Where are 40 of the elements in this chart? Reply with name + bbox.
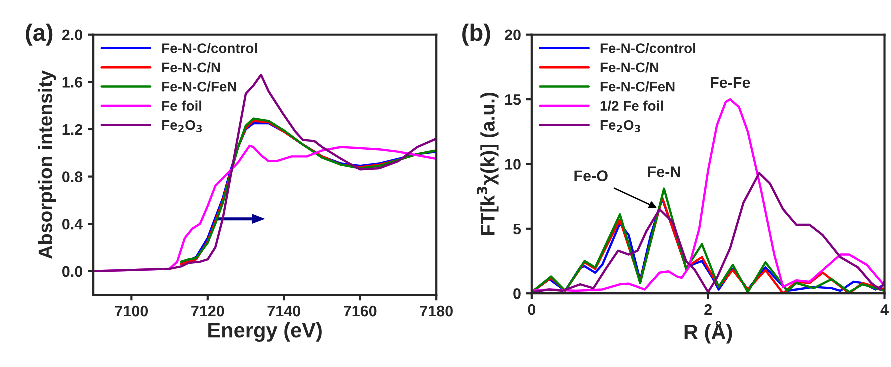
legend-label: Fe$_{2}$O$_{3}$ (600, 120, 640, 132)
x-axis-title: Energy (eV) (208, 322, 322, 342)
line-series (532, 98, 885, 292)
legend-label: Fe-N-C/FeN (600, 82, 675, 92)
x-tick-label: 0 (528, 304, 536, 316)
x-tick-label: 7140 (268, 306, 300, 317)
y-tick-label: 1.2 (62, 124, 83, 136)
y-tick-label: 0.4 (62, 218, 84, 230)
legend-label: Fe-N-C/N (600, 62, 658, 73)
annotation: Fe-Fe (711, 78, 750, 88)
x-tick-label: 7100 (115, 306, 148, 317)
y-tick-label: 10 (505, 159, 521, 170)
line-series (94, 74, 437, 273)
y-tick-label: 5 (513, 224, 522, 235)
legend-label: Fe foil (162, 100, 202, 111)
y-tick-label: 15 (505, 94, 522, 106)
annotation: Fe-N (648, 166, 680, 178)
chart-title: (a) (26, 24, 53, 46)
legend-label: Fe-N-C/control (162, 43, 258, 54)
y-tick-label: 2.0 (62, 30, 83, 41)
x-tick-label: 7180 (420, 306, 453, 317)
x-tick-label: 7160 (344, 306, 377, 317)
y-tick-label: 0 (514, 288, 521, 300)
x-tick-label: 7120 (192, 306, 224, 317)
x-tick-label: 4 (880, 304, 889, 316)
legend-label: Fe-N-C/control (600, 43, 696, 54)
annotation: Fe-O (574, 170, 608, 182)
y-tick-label: 20 (505, 30, 521, 41)
legend-label: 1/2 Fe foil (600, 100, 664, 112)
y-tick-label: 1.6 (62, 77, 83, 88)
y-axis-title: FT[k$^{3}$χ(k)] (a.u.) (477, 93, 499, 236)
y-tick-label: 0.8 (62, 172, 83, 182)
x-axis-title: R (Å) (684, 321, 732, 344)
legend-label: Fe-N-C/FeN (162, 82, 236, 92)
legend-label: Fe$_{2}$O$_{3}$ (162, 120, 202, 132)
y-axis-title: Absorption intensity (38, 70, 56, 259)
chart-title: (b) (462, 24, 490, 46)
legend-label: Fe-N-C/N (162, 62, 220, 73)
x-tick-label: 2 (704, 304, 712, 316)
y-tick-label: 0.0 (62, 266, 83, 278)
